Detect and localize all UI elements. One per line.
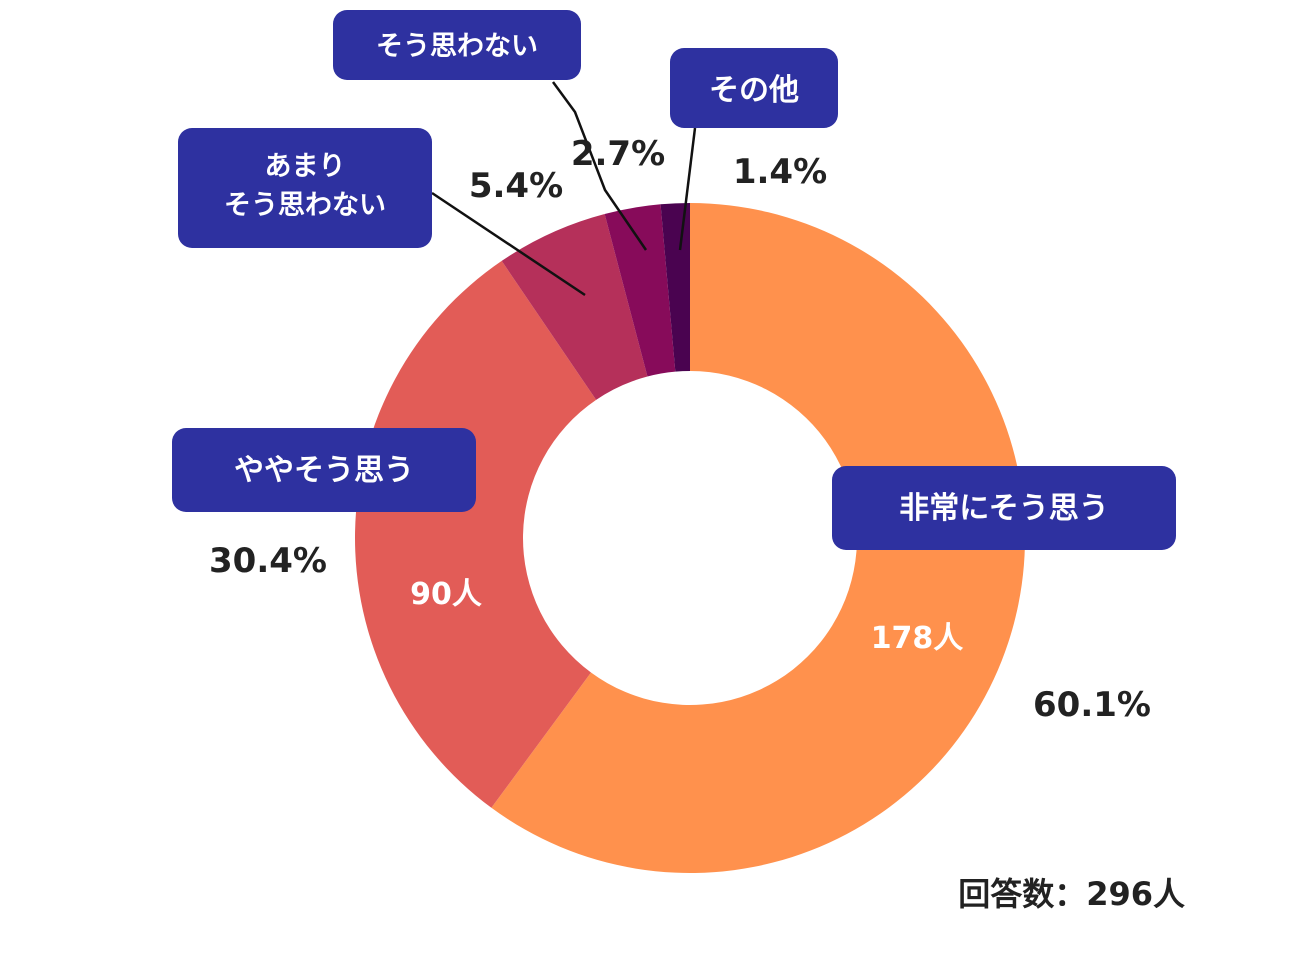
label-group-4: その他 1.4% bbox=[670, 48, 838, 192]
percent-label-4: 1.4% bbox=[733, 152, 827, 192]
label-group-1: ややそう思う 30.4% 90人 bbox=[172, 428, 482, 612]
slice-1 bbox=[354, 260, 597, 808]
slice-4 bbox=[660, 203, 690, 372]
label-text-2: あまりそう思わない bbox=[224, 151, 386, 221]
label-group-0: 非常にそう思う 60.1% 178人 bbox=[832, 466, 1176, 725]
count-label-1: 90人 bbox=[410, 577, 482, 612]
label-text-0: 非常にそう思う bbox=[899, 491, 1108, 526]
percent-label-1: 30.4% bbox=[209, 541, 327, 581]
label-text-3: そう思わない bbox=[376, 31, 538, 62]
label-text-4: その他 bbox=[709, 73, 799, 108]
percent-label-0: 60.1% bbox=[1033, 685, 1151, 725]
label-box-4 bbox=[670, 48, 838, 128]
label-text-1: ややそう思う bbox=[234, 453, 414, 488]
leader-lines bbox=[431, 81, 697, 297]
label-group-2: あまりそう思わない 5.4% bbox=[178, 128, 563, 248]
leader-line-4 bbox=[678, 127, 697, 251]
total-respondents: 回答数：296人 bbox=[958, 875, 1185, 913]
slice-labels: 非常にそう思う 60.1% 178人 ややそう思う 30.4% 90人 あまりそう思わない 5… bbox=[172, 10, 1176, 725]
slice-2 bbox=[501, 214, 648, 400]
label-box-1 bbox=[172, 428, 476, 512]
slice-0 bbox=[491, 203, 1026, 873]
label-box-0 bbox=[832, 466, 1176, 550]
label-box-2 bbox=[178, 128, 432, 248]
leader-line-3 bbox=[551, 81, 648, 251]
slice-3 bbox=[604, 204, 676, 377]
percent-label-3: 2.7% bbox=[571, 134, 665, 174]
count-label-0: 178人 bbox=[871, 621, 964, 656]
label-group-3: そう思わない 2.7% bbox=[333, 10, 665, 174]
leader-line-2 bbox=[431, 191, 586, 297]
label-box-3 bbox=[333, 10, 581, 80]
percent-label-2: 5.4% bbox=[469, 166, 563, 206]
donut-slices bbox=[354, 203, 1026, 873]
